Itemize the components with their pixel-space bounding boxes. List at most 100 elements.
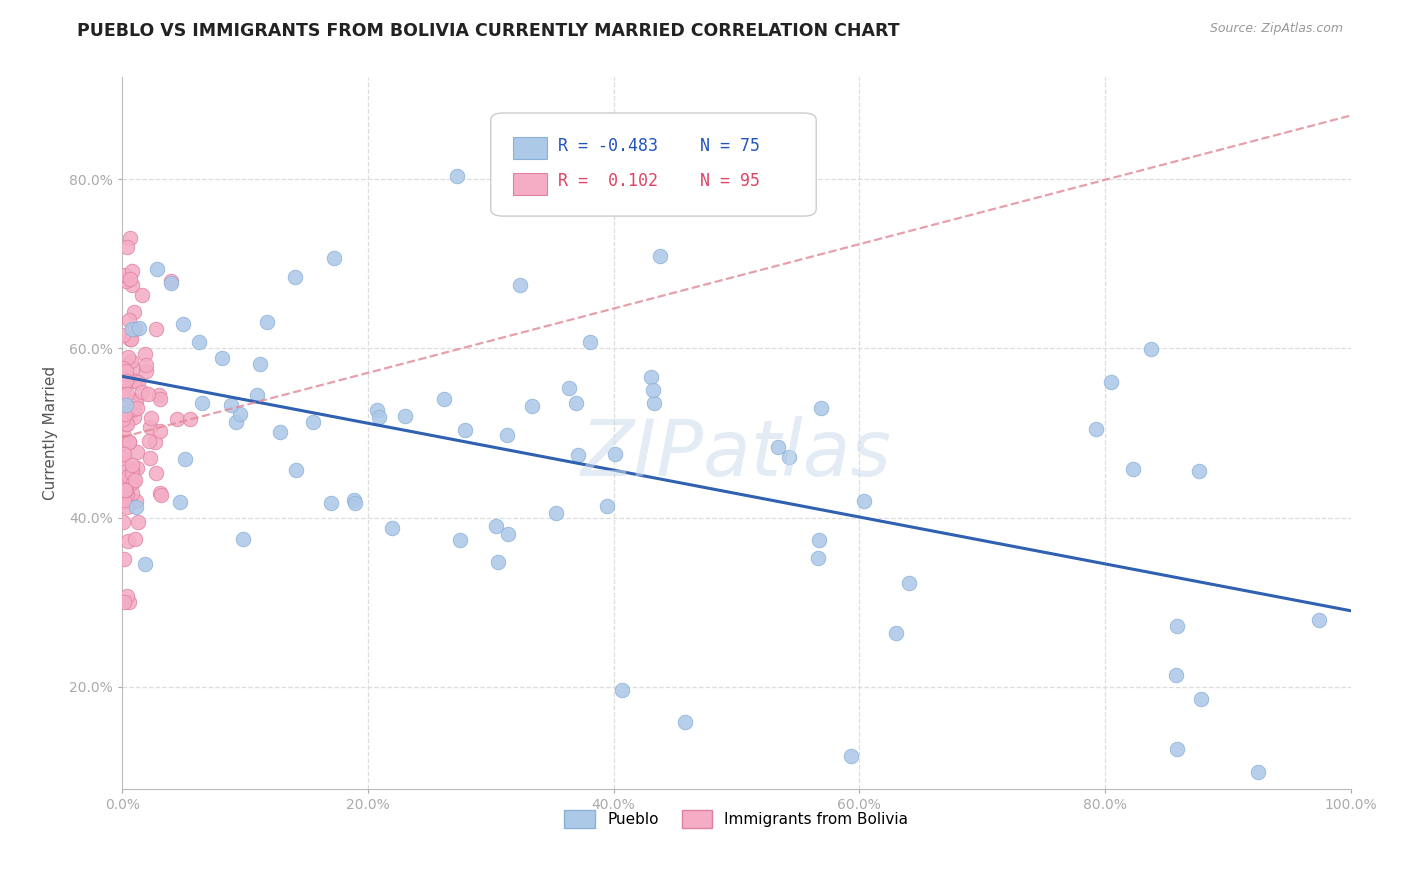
- Point: [120, 272, 142, 286]
- Point: [121, 463, 143, 477]
- Point: [112, 447, 135, 461]
- Point: [125, 401, 148, 415]
- Point: [221, 398, 243, 412]
- Point: [114, 268, 136, 283]
- Text: R = -0.483: R = -0.483: [558, 136, 658, 154]
- Point: [120, 354, 142, 368]
- Point: [145, 466, 167, 480]
- Point: [121, 360, 143, 375]
- Point: [179, 412, 201, 426]
- Point: [232, 533, 254, 547]
- Point: [115, 374, 138, 388]
- Point: [321, 496, 343, 510]
- Point: [366, 402, 388, 417]
- Point: [558, 381, 581, 395]
- Point: [256, 315, 278, 329]
- Point: [112, 493, 135, 508]
- Point: [596, 499, 619, 513]
- Point: [766, 440, 789, 454]
- Point: [381, 521, 404, 535]
- Point: [118, 434, 141, 449]
- Text: Source: ZipAtlas.com: Source: ZipAtlas.com: [1209, 22, 1343, 36]
- Point: [343, 493, 366, 508]
- Point: [544, 506, 567, 520]
- FancyBboxPatch shape: [513, 173, 547, 194]
- Point: [128, 321, 150, 335]
- Point: [807, 551, 830, 566]
- Point: [114, 398, 136, 412]
- Point: [229, 407, 252, 421]
- Point: [112, 327, 135, 342]
- Point: [610, 683, 633, 698]
- Point: [284, 463, 307, 477]
- Point: [449, 533, 471, 547]
- Point: [120, 333, 142, 347]
- Point: [112, 429, 135, 443]
- Point: [117, 486, 139, 500]
- Point: [486, 555, 509, 569]
- Point: [249, 357, 271, 371]
- Point: [117, 387, 139, 401]
- Point: [284, 270, 307, 285]
- Point: [1122, 462, 1144, 476]
- Point: [117, 350, 139, 364]
- Point: [1247, 764, 1270, 779]
- Point: [1166, 619, 1188, 633]
- Point: [131, 288, 153, 302]
- Point: [125, 493, 148, 508]
- Point: [118, 595, 141, 609]
- Point: [225, 415, 247, 429]
- Point: [124, 532, 146, 546]
- Point: [394, 409, 416, 423]
- Point: [112, 386, 135, 401]
- Point: [117, 534, 139, 549]
- Point: [112, 450, 135, 465]
- Y-axis label: Currently Married: Currently Married: [44, 366, 58, 500]
- Point: [496, 527, 519, 541]
- Point: [1188, 464, 1211, 478]
- Point: [149, 392, 172, 406]
- Point: [122, 410, 145, 425]
- Point: [778, 450, 800, 464]
- Point: [125, 393, 148, 408]
- Point: [446, 169, 468, 183]
- Point: [565, 395, 588, 409]
- Point: [121, 264, 143, 278]
- Point: [112, 494, 135, 508]
- Point: [886, 625, 908, 640]
- Point: [112, 595, 135, 609]
- Point: [118, 231, 141, 245]
- Point: [112, 515, 135, 529]
- Point: [124, 374, 146, 388]
- Point: [112, 412, 135, 426]
- Point: [124, 322, 146, 336]
- Legend: Pueblo, Immigrants from Bolivia: Pueblo, Immigrants from Bolivia: [558, 805, 914, 834]
- Point: [807, 533, 830, 548]
- Text: N = 95: N = 95: [700, 172, 759, 190]
- Point: [134, 557, 156, 571]
- Point: [810, 401, 832, 416]
- Point: [496, 428, 519, 442]
- Point: [112, 366, 135, 380]
- Point: [146, 262, 169, 277]
- Point: [148, 388, 170, 402]
- Point: [112, 435, 135, 450]
- Point: [115, 411, 138, 425]
- Point: [118, 332, 141, 346]
- Point: [112, 436, 135, 450]
- Point: [115, 417, 138, 431]
- Point: [115, 483, 138, 497]
- Point: [114, 483, 136, 498]
- Point: [114, 364, 136, 378]
- Text: ZIPatlas: ZIPatlas: [581, 417, 891, 492]
- Point: [114, 407, 136, 421]
- Point: [112, 493, 135, 508]
- Point: [149, 486, 172, 500]
- Point: [127, 444, 149, 458]
- Point: [1099, 375, 1122, 389]
- Point: [454, 423, 477, 437]
- Point: [643, 383, 665, 397]
- Point: [567, 448, 589, 462]
- Point: [139, 450, 162, 465]
- Point: [673, 715, 696, 730]
